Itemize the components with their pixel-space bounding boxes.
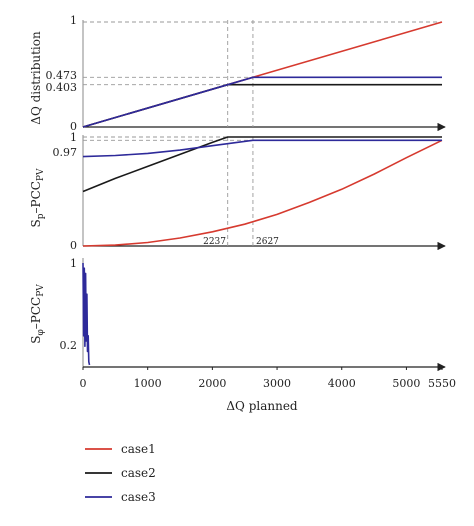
- panel2-y-tick-0: 0: [70, 239, 77, 252]
- panel-sphi-pcc: Sφ–PCCPV 0.2 1 0 1000 2000 3000 4000 5000 5550…: [29, 257, 456, 413]
- panel1-series-case3: [82, 76, 442, 128]
- panel3-y-tick-02: 0.2: [60, 339, 78, 352]
- panel3-y-label: Sφ–PCCPV: [29, 284, 46, 344]
- panel-delta-q-distribution: ΔQ distribution 0 0.403 0.473 1: [29, 14, 446, 133]
- panel1-y-tick-0: 0: [70, 120, 77, 133]
- panel2-series-case2: [82, 136, 442, 193]
- panel-sp-pcc: Sp–PCCPV 0 0.97 1 2237 2627: [29, 131, 446, 252]
- legend-label-case1: case1: [121, 442, 156, 456]
- panel1-y-tick-0403: 0.403: [46, 81, 78, 94]
- panel2-y-label: Sp–PCCPV: [29, 168, 46, 227]
- x-tick-label-5000: 5000: [392, 377, 420, 390]
- panel1-series-case2: [82, 83, 442, 128]
- legend: case1 case2 case3: [85, 442, 156, 504]
- x-tick-label-4000: 4000: [328, 377, 356, 390]
- x-tick-label-2000: 2000: [198, 377, 226, 390]
- panel1-y-label: ΔQ distribution: [29, 31, 43, 125]
- x-tick-label-3000: 3000: [263, 377, 291, 390]
- panel2-y-tick-1: 1: [70, 131, 77, 144]
- x-tick-label-0: 0: [80, 377, 87, 390]
- annotation-2627: 2627: [256, 237, 279, 247]
- legend-label-case2: case2: [121, 466, 156, 480]
- x-tick-label-1000: 1000: [134, 377, 162, 390]
- annotation-2237: 2237: [203, 237, 226, 247]
- panel2-series-case1: [82, 139, 443, 247]
- panel1-y-tick-0473: 0.473: [46, 69, 78, 82]
- panel2-series-case3: [82, 139, 442, 158]
- x-tick-label-5550: 5550: [428, 377, 456, 390]
- panel3-series-case3: [82, 262, 91, 366]
- panel3-y-tick-1: 1: [70, 257, 77, 270]
- panel1-y-tick-1: 1: [70, 14, 77, 27]
- x-axis-label: ΔQ planned: [226, 399, 298, 413]
- panel2-y-tick-097: 0.97: [53, 146, 78, 159]
- legend-label-case3: case3: [121, 490, 156, 504]
